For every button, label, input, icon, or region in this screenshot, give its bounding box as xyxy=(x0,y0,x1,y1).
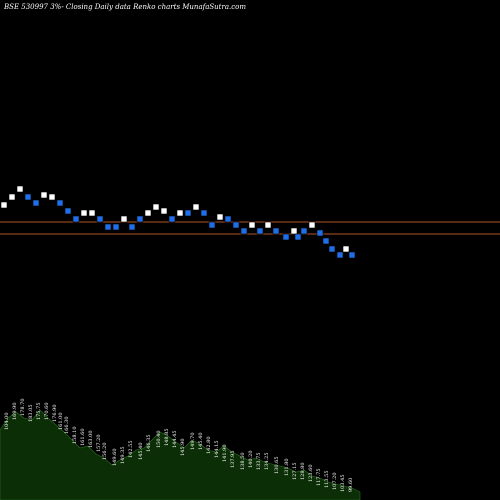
value-label-26: 142.80 xyxy=(206,437,212,455)
renko-brick-down-27 xyxy=(208,221,216,229)
renko-brick-up-1 xyxy=(0,201,8,209)
value-label-23: 145.90 xyxy=(180,439,186,457)
renko-bricks xyxy=(0,185,356,259)
renko-brick-up-32 xyxy=(248,221,256,229)
value-label-27: 144.15 xyxy=(214,441,220,459)
renko-brick-up-11 xyxy=(80,209,88,217)
value-label-28: 141.90 xyxy=(222,445,228,463)
value-label-31: 140.20 xyxy=(248,451,254,469)
renko-brick-down-5 xyxy=(32,199,40,207)
volume-area-shape xyxy=(0,409,361,500)
value-label-13: 157.20 xyxy=(96,435,102,453)
renko-brick-down-24 xyxy=(184,209,192,217)
renko-brick-up-23 xyxy=(176,209,184,217)
value-label-2: 169.90 xyxy=(12,403,18,421)
value-label-41: 107.20 xyxy=(332,473,338,491)
renko-brick-down-26 xyxy=(200,209,208,217)
renko-brick-down-22 xyxy=(168,215,176,223)
renko-brick-up-6 xyxy=(40,191,48,199)
renko-brick-up-45 xyxy=(342,245,350,253)
value-label-39: 117.75 xyxy=(316,469,322,487)
value-label-20: 150.40 xyxy=(156,431,162,449)
renko-brick-down-15 xyxy=(112,223,120,231)
value-label-10: 158.10 xyxy=(72,427,78,445)
renko-brick-up-37 xyxy=(290,227,298,235)
renko-brick-down-18 xyxy=(136,215,144,223)
renko-brick-down-36 xyxy=(282,233,290,241)
renko-brick-up-21 xyxy=(160,207,168,215)
renko-brick-up-19 xyxy=(144,209,152,217)
value-label-38: 123.60 xyxy=(308,465,314,483)
value-label-30: 138.50 xyxy=(240,453,246,471)
renko-brick-up-40 xyxy=(308,221,316,229)
value-label-12: 163.00 xyxy=(88,431,94,449)
value-label-5: 175.75 xyxy=(36,403,42,421)
renko-brick-down-9 xyxy=(64,207,72,215)
renko-brick-up-34 xyxy=(264,221,272,229)
value-label-37: 128.80 xyxy=(300,463,306,481)
volume-area xyxy=(0,409,361,500)
renko-brick-up-16 xyxy=(120,215,128,223)
value-label-6: 170.60 xyxy=(44,403,50,421)
value-label-24: 149.70 xyxy=(190,433,196,451)
renko-brick-down-46 xyxy=(348,251,356,259)
value-label-11: 161.60 xyxy=(80,429,86,447)
value-label-35: 131.80 xyxy=(284,459,290,477)
renko-brick-up-28 xyxy=(216,213,224,221)
value-label-18: 145.40 xyxy=(138,443,144,461)
renko-brick-down-35 xyxy=(272,227,280,235)
renko-brick-down-43 xyxy=(328,245,336,253)
renko-brick-down-30 xyxy=(232,221,240,229)
renko-brick-up-2 xyxy=(8,193,16,201)
value-label-34: 130.65 xyxy=(274,457,280,475)
value-label-42: 103.45 xyxy=(340,475,346,493)
value-label-33: 134.25 xyxy=(264,453,270,471)
renko-brick-down-10 xyxy=(72,215,80,223)
renko-brick-down-38 xyxy=(294,233,302,241)
renko-brick-down-33 xyxy=(256,227,264,235)
renko-brick-up-25 xyxy=(192,203,200,211)
renko-brick-up-12 xyxy=(88,209,96,217)
renko-brick-down-29 xyxy=(224,215,232,223)
value-label-8: 161.00 xyxy=(58,413,64,431)
value-label-25: 145.40 xyxy=(198,433,204,451)
renko-brick-down-39 xyxy=(300,227,308,235)
value-label-21: 148.85 xyxy=(164,429,170,447)
value-label-14: 156.20 xyxy=(102,443,108,461)
value-label-15: 149.60 xyxy=(112,449,118,467)
renko-brick-down-13 xyxy=(96,215,104,223)
renko-brick-down-17 xyxy=(128,223,136,231)
chart-title: BSE 530997 3%- Closing Daily data Renko … xyxy=(3,3,246,11)
value-label-22: 144.45 xyxy=(172,431,178,449)
value-label-16: 149.35 xyxy=(120,447,126,465)
renko-brick-down-4 xyxy=(24,193,32,201)
value-label-19: 146.35 xyxy=(146,435,152,453)
renko-brick-down-41 xyxy=(316,229,324,237)
value-label-7: 176.90 xyxy=(52,405,58,423)
value-label-3: 178.70 xyxy=(20,399,26,417)
value-label-1: 104.00 xyxy=(4,413,10,431)
value-label-4: 183.05 xyxy=(28,405,34,423)
value-label-32: 133.75 xyxy=(256,453,262,471)
renko-brick-down-8 xyxy=(56,199,64,207)
renko-brick-down-14 xyxy=(104,223,112,231)
renko-brick-up-7 xyxy=(48,193,56,201)
value-label-40: 113.55 xyxy=(324,471,330,489)
renko-brick-down-31 xyxy=(240,227,248,235)
value-label-9: 166.30 xyxy=(64,417,70,435)
renko-brick-down-42 xyxy=(322,237,330,245)
value-label-43: 99.60 xyxy=(348,478,354,492)
renko-brick-up-20 xyxy=(152,203,160,211)
renko-brick-up-3 xyxy=(16,185,24,193)
value-label-17: 142.55 xyxy=(128,441,134,459)
value-label-29: 137.95 xyxy=(230,451,236,469)
value-label-36: 127.15 xyxy=(292,463,298,481)
renko-brick-down-44 xyxy=(336,251,344,259)
